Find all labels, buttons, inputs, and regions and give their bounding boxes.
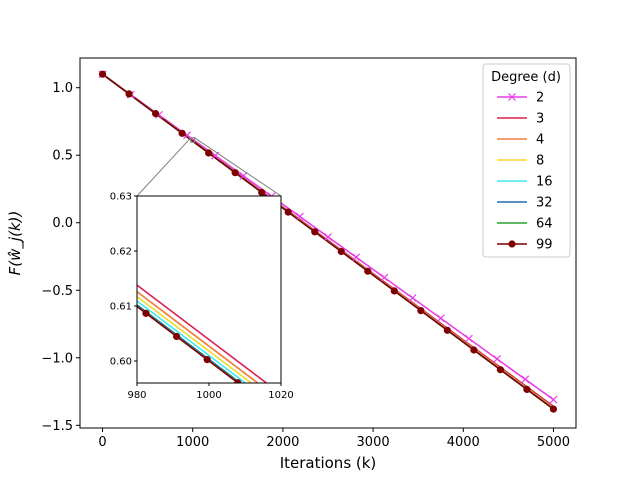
legend-marker-d2 [508,93,516,101]
legend-label-d2: 2 [536,91,544,106]
y-axis-ticks: −1.5 −1.0 −0.5 0.0 0.5 1.0 [41,81,80,434]
marker-point-d2 [239,171,248,180]
marker-point-d99 [205,149,213,157]
marker-point-d2 [408,294,417,302]
legend-title: Degree (d) [491,70,561,85]
marker-point-d99 [311,228,319,236]
y-tick-label: −0.5 [41,284,73,299]
inset-y-tick-label: 0.60 [110,357,132,368]
inset-y-tick-label: 0.61 [110,302,132,313]
legend-label-d64: 64 [536,217,553,232]
marker-point-d99 [258,188,266,197]
main-plot-lines [102,73,554,410]
marker-point-d99 [231,169,239,177]
legend-marker-d99 [508,240,516,248]
marker-point-d99 [549,405,558,413]
inset-x-tick-label: 1000 [196,390,221,401]
x-tick-label: 1000 [176,435,209,450]
legend-label-d3: 3 [536,112,544,127]
inset-x-tick-label: 980 [127,390,146,401]
inset-y-tick-label: 0.62 [110,247,132,258]
inset-line-d8 [137,296,253,383]
inset-connector-left [136,137,192,197]
main-plot-frame [79,57,577,429]
series-line-d99 [102,73,554,410]
inset-line-d3 [137,284,268,383]
y-tick-label: 1.0 [52,81,73,96]
inset-line-d4 [137,291,260,383]
legend-label-d32: 32 [536,196,553,211]
inset-x-axis-ticks: 980 1000 1020 [127,383,294,401]
legend-label-d4: 4 [536,133,544,148]
inset-connector-right [194,137,282,197]
legend-items: 2 3 4 8 16 32 64 99 [497,91,553,253]
marker-point-d99 [523,385,531,393]
y-axis-label: F(ŵ_j(k)) [6,211,25,276]
marker-point-d99 [284,208,292,216]
x-tick-label: 2000 [266,435,299,450]
inset-connector-lines [136,137,282,197]
marker-point-d99 [443,326,451,334]
marker-point-d2 [521,375,530,384]
marker-point-d99 [125,90,133,98]
x-axis-label: Iterations (k) [280,454,377,472]
inset-y-axis-ticks: 0.60 0.61 0.62 0.63 [110,192,137,368]
legend-label-d8: 8 [536,154,544,169]
inset-marker-d99 [173,332,181,341]
marker-point-d2 [549,395,558,404]
y-tick-label: 0.5 [52,149,73,164]
marker-point-d99 [151,110,160,118]
x-axis-ticks: 0 1000 2000 3000 4000 5000 [98,428,570,450]
marker-point-d2 [352,253,361,262]
marker-point-d99 [470,346,478,354]
marker-point-d99 [417,306,425,315]
marker-point-d2 [493,355,502,363]
zoom-region-indicator [190,137,196,143]
marker-point-d99 [496,366,505,374]
marker-point-d2 [295,212,304,221]
x-tick-label: 3000 [357,435,390,450]
x-tick-label: 5000 [537,435,570,450]
inset-x-tick-label: 1020 [268,390,293,401]
y-tick-label: −1.0 [41,351,73,366]
marker-point-d2 [324,232,332,241]
marker-point-d2 [464,334,473,343]
legend-label-d99: 99 [536,238,553,253]
inset-marker-d99 [203,356,211,364]
marker-point-d99 [364,267,372,275]
y-tick-label: −1.5 [41,419,73,434]
x-tick-label: 0 [98,435,106,450]
marker-point-d99 [337,247,345,256]
marker-point-d99 [98,70,107,78]
inset-marker-d99 [234,379,242,383]
inset-plot-markers [142,309,242,383]
legend: Degree (d) 2 3 4 8 16 32 64 99 [482,63,571,258]
x-tick-label: 4000 [447,435,480,450]
marker-point-d99 [390,287,398,295]
inset-line-d16 [137,300,247,383]
marker-point-d2 [436,314,445,323]
legend-label-d16: 16 [536,175,553,190]
y-tick-label: 0.0 [52,216,73,231]
inset-marker-d99 [142,309,150,317]
inset-y-tick-label: 0.63 [110,192,132,203]
main-plot-markers [98,70,558,413]
marker-point-d2 [380,273,389,282]
marker-point-d99 [178,129,186,137]
